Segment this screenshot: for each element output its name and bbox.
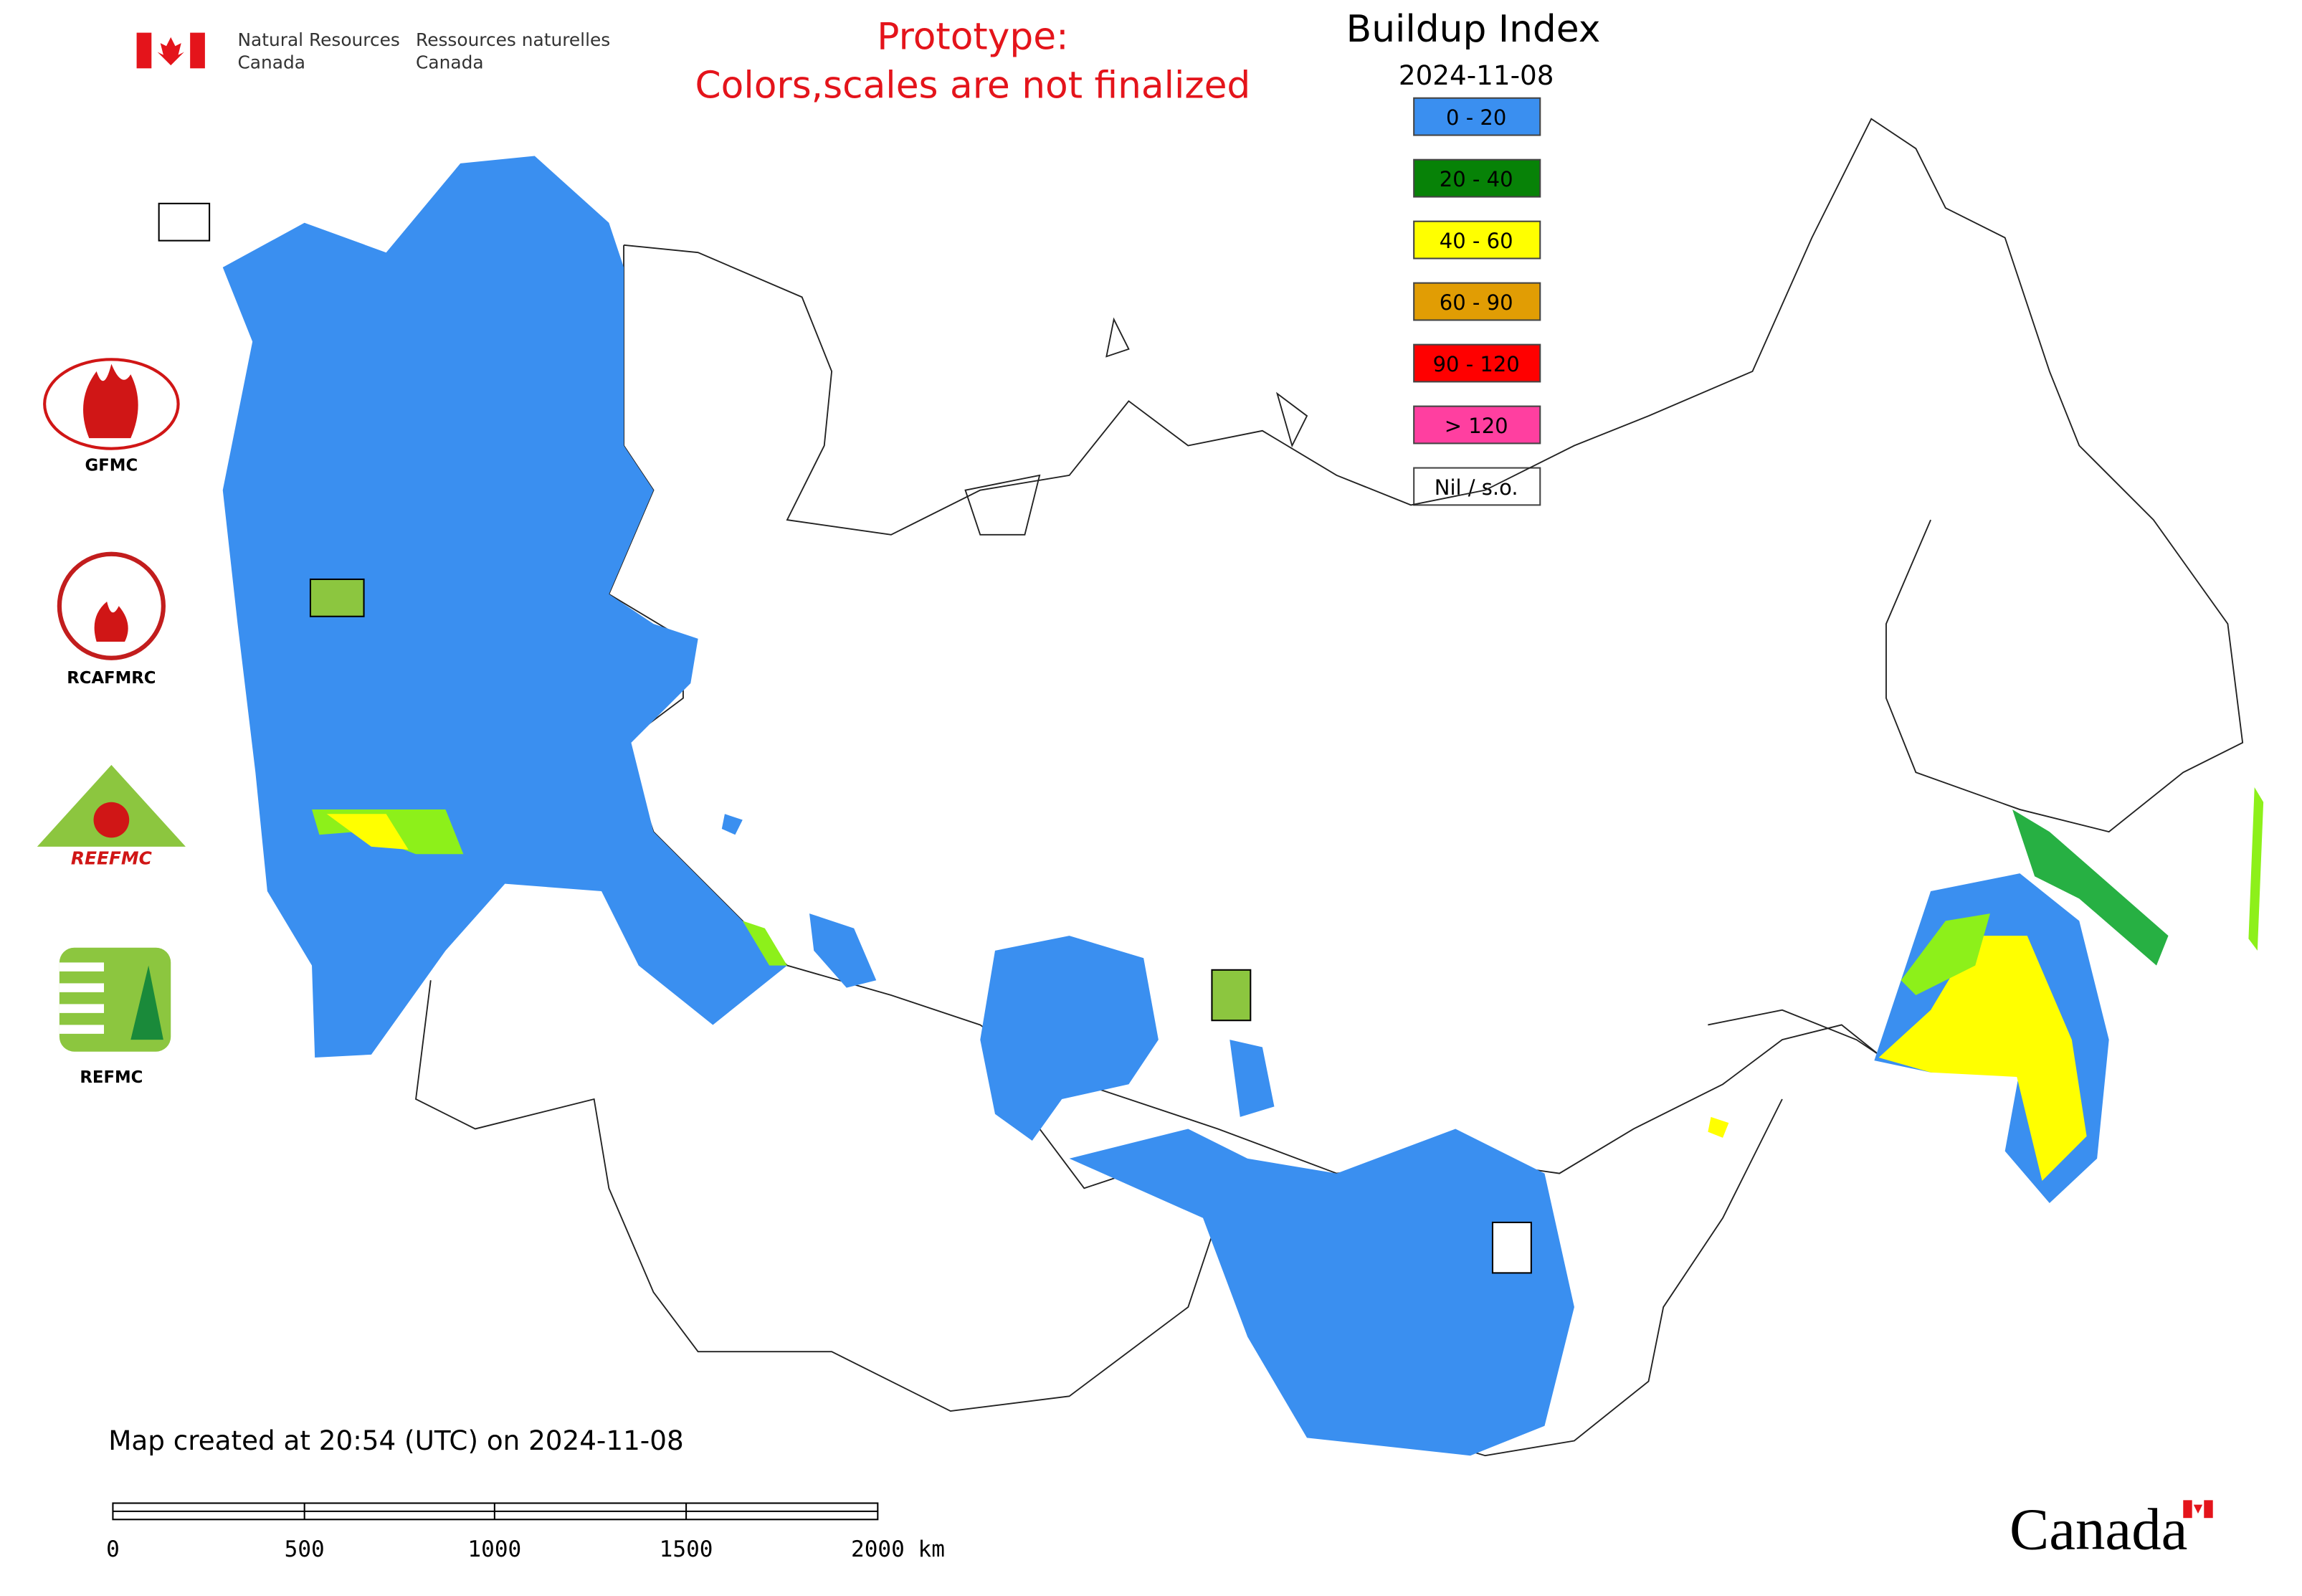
map-title: Buildup Index <box>1346 8 1601 51</box>
legend: 0 - 20 20 - 40 40 - 60 60 - 90 90 - 120 > 120… <box>1413 97 1541 506</box>
region-low-bui <box>980 936 1159 1141</box>
gfmc-logo <box>43 358 180 450</box>
agency-en-1: Natural Resources <box>237 29 399 50</box>
scale-bar <box>112 1502 879 1521</box>
notice-line-2: Colors,scales are not finalized <box>695 65 1251 108</box>
region-moderate-bui <box>1901 913 1990 996</box>
region-moderate-bui <box>2012 809 2169 966</box>
logo-label: REEFMC <box>71 848 152 869</box>
scale-label: 1500 <box>660 1536 713 1562</box>
canada-wordmark: Canada <box>2010 1496 2187 1562</box>
region-moderate-bui <box>326 814 409 850</box>
region-low-bui <box>721 814 877 988</box>
rcafmrc-logo <box>57 551 166 660</box>
map-date: 2024-11-08 <box>1399 60 1554 91</box>
logo-label: GFMC <box>85 457 138 475</box>
legend-label: 60 - 90 <box>1440 290 1513 315</box>
legend-swatch <box>1413 282 1541 321</box>
nrcan-flag <box>136 32 205 69</box>
region-low-bui <box>1069 1129 1574 1456</box>
notice-line-1: Prototype: <box>877 15 1068 58</box>
legend-label: 20 - 40 <box>1440 167 1513 191</box>
legend-swatch <box>1413 343 1541 383</box>
legend-swatch <box>1413 405 1541 445</box>
region-moderate-bui <box>2248 787 2264 951</box>
region-moderate-bui <box>1878 936 2087 1181</box>
legend-swatch <box>1413 220 1541 260</box>
legend-label: 40 - 60 <box>1440 229 1513 253</box>
region-moderate-bui <box>1708 1116 1729 1138</box>
legend-swatch <box>1413 467 1541 506</box>
region-low-bui <box>1230 1040 1275 1117</box>
scale-label: 1000 <box>467 1536 521 1562</box>
legend-label: Nil / s.o. <box>1435 475 1518 500</box>
legend-label: > 120 <box>1445 414 1508 438</box>
refmc-logo <box>59 947 171 1052</box>
logo-label: RCAFMRC <box>67 669 156 688</box>
legend-swatch <box>1413 97 1541 136</box>
scale-labels: 0 500 1000 1500 2000 km <box>106 1536 945 1562</box>
map-logo <box>1211 969 1252 1022</box>
legend-label: 0 - 20 <box>1446 105 1506 130</box>
scale-label: 2000 km <box>851 1536 945 1562</box>
legend-swatch <box>1413 158 1541 198</box>
agency-fr-2: Canada <box>416 52 484 72</box>
agency-en-2: Canada <box>237 52 305 72</box>
region-moderate-bui <box>742 921 787 966</box>
scale-label: 500 <box>285 1536 325 1562</box>
map-logo <box>309 578 365 617</box>
scale-label: 0 <box>106 1536 120 1562</box>
bui-data-layer <box>222 156 2264 1456</box>
logo-label: REFMC <box>80 1068 143 1087</box>
legend-label: 90 - 120 <box>1433 352 1520 376</box>
reefmc-logo <box>37 764 186 847</box>
canada-flag-small <box>2183 1500 2213 1519</box>
agency-fr-1: Ressources naturelles <box>416 29 610 50</box>
map-logo <box>1491 1221 1532 1274</box>
map-logo <box>158 202 211 242</box>
creation-note: Map created at 20:54 (UTC) on 2024-11-08 <box>108 1425 683 1456</box>
